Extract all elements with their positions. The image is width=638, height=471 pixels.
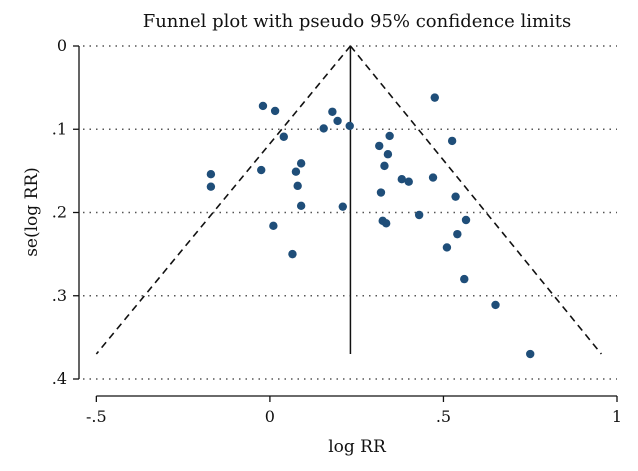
confidence-limit-right — [349, 45, 603, 355]
y-tick-label: .3 — [52, 286, 67, 305]
y-tick-label: .1 — [52, 119, 67, 138]
study-point — [206, 182, 216, 191]
study-point — [526, 349, 535, 359]
study-point — [383, 150, 393, 159]
study-point — [447, 136, 457, 146]
study-point — [296, 201, 306, 211]
study-point — [319, 124, 328, 133]
study-point — [333, 116, 342, 126]
axes: 0 .1 .2 .3 .4 -.5 0 .5 1 — [52, 36, 622, 426]
study-point — [460, 274, 469, 284]
study-point — [345, 121, 354, 131]
study-point — [257, 165, 266, 175]
study-point — [270, 106, 280, 116]
study-point — [375, 141, 384, 151]
study-point — [206, 170, 216, 179]
y-tick-label: .2 — [52, 203, 67, 222]
x-tick-label: -.5 — [86, 407, 107, 426]
study-points — [206, 93, 535, 359]
x-tick-label: 0 — [265, 407, 275, 426]
study-point — [414, 210, 424, 220]
study-point — [430, 93, 439, 102]
study-point — [279, 132, 288, 141]
chart-title: Funnel plot with pseudo 95% confidence l… — [143, 11, 572, 32]
study-point — [380, 161, 389, 171]
study-point — [258, 101, 268, 111]
x-tick-label: 1 — [612, 407, 622, 426]
study-point — [296, 159, 306, 168]
study-point — [491, 300, 500, 310]
confidence-limits — [95, 45, 603, 355]
study-point — [461, 215, 471, 225]
study-point — [291, 167, 301, 176]
study-point — [385, 131, 394, 141]
y-tick-label: .4 — [52, 369, 67, 388]
study-point — [428, 173, 438, 182]
study-point — [451, 192, 460, 201]
y-tick-label: 0 — [57, 36, 67, 55]
study-point — [376, 188, 386, 197]
study-point — [293, 181, 302, 191]
confidence-limit-left — [95, 45, 352, 355]
y-axis-label: se(log RR) — [22, 167, 42, 257]
study-point — [328, 107, 337, 116]
study-point — [397, 175, 406, 184]
study-point — [442, 243, 452, 252]
study-point — [288, 249, 297, 259]
study-point — [338, 202, 347, 211]
study-point — [381, 219, 391, 228]
study-point — [269, 221, 278, 231]
study-point — [453, 229, 462, 239]
study-point — [404, 177, 413, 186]
x-axis-label: log RR — [328, 437, 387, 457]
x-tick-label: .5 — [436, 407, 451, 426]
